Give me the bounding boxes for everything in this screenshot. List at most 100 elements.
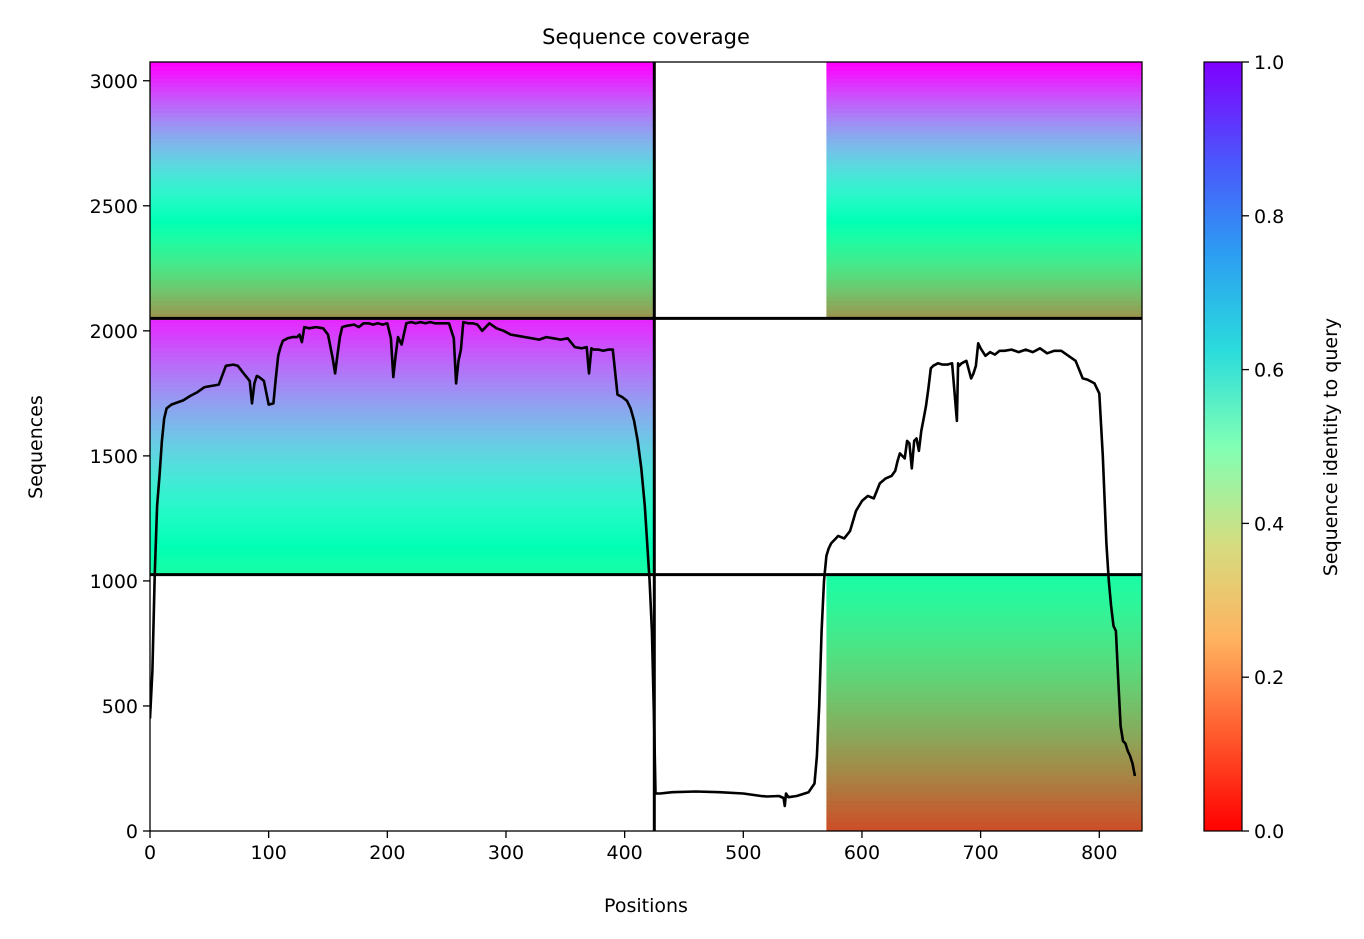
heatmap-band-1-29 — [150, 185, 655, 191]
heatmap-band-1-11 — [150, 109, 655, 114]
heatmap-band-2-50 — [826, 275, 1142, 281]
heatmap-band-0-32 — [150, 455, 655, 460]
heatmap-band-3-44 — [826, 762, 1142, 768]
heatmap-band-2-40 — [826, 232, 1142, 238]
heatmap-band-3-8 — [826, 608, 1142, 614]
heatmap-band-0-52 — [150, 540, 655, 546]
heatmap-band-0-43 — [150, 502, 655, 507]
heatmap-band-1-56 — [150, 301, 655, 307]
heatmap-band-1-41 — [150, 237, 655, 243]
heatmap-band-1-7 — [150, 91, 655, 97]
heatmap-band-0-26 — [150, 429, 655, 435]
heatmap-band-2-24 — [826, 164, 1142, 170]
heatmap-band-0-48 — [150, 523, 655, 529]
heatmap-band-2-34 — [826, 207, 1142, 213]
heatmap-band-3-39 — [826, 741, 1142, 747]
heatmap-band-0-16 — [150, 386, 655, 392]
heatmap-band-0-17 — [150, 391, 655, 396]
heatmap-band-0-54 — [150, 549, 655, 554]
x-tick-label: 500 — [725, 842, 761, 864]
heatmap-band-0-6 — [150, 344, 655, 349]
heatmap-band-3-22 — [826, 668, 1142, 674]
heatmap-band-2-37 — [826, 220, 1142, 225]
heatmap-band-0-53 — [150, 544, 655, 550]
heatmap-band-3-48 — [826, 779, 1142, 785]
heatmap-band-1-24 — [150, 164, 655, 170]
heatmap-band-1-25 — [150, 168, 655, 174]
heatmap-band-1-33 — [150, 203, 655, 208]
heatmap-band-2-33 — [826, 203, 1142, 208]
heatmap-band-2-7 — [826, 91, 1142, 97]
heatmap-band-2-43 — [826, 245, 1142, 251]
heatmap-band-1-53 — [150, 288, 655, 294]
heatmap-band-3-42 — [826, 754, 1142, 759]
heatmap-band-3-24 — [826, 677, 1142, 683]
heatmap-band-1-4 — [150, 79, 655, 84]
y-axis-ticks: 0 500 1000 1500 2000 2500 3000 — [90, 71, 150, 843]
heatmap-band-2-19 — [826, 143, 1142, 149]
heatmap-band-1-17 — [150, 134, 655, 140]
heatmap-band-3-35 — [826, 724, 1142, 730]
heatmap-band-3-47 — [826, 775, 1142, 781]
heatmap-band-3-1 — [826, 578, 1142, 584]
heatmap-band-3-4 — [826, 591, 1142, 597]
y-tick-label: 1500 — [90, 446, 138, 468]
x-tick-label: 400 — [607, 842, 643, 864]
heatmap-band-1-1 — [150, 66, 655, 72]
heatmap-band-0-22 — [150, 412, 655, 418]
heatmap-band-3-30 — [826, 702, 1142, 708]
heatmap-band-0-33 — [150, 459, 655, 465]
heatmap-band-1-59 — [150, 314, 655, 319]
heatmap-band-1-15 — [150, 126, 655, 131]
heatmap-band-2-13 — [826, 117, 1142, 123]
y-tick-label: 2500 — [90, 196, 138, 218]
heatmap-band-3-54 — [826, 805, 1142, 811]
heatmap-band-0-12 — [150, 369, 655, 375]
heatmap-band-0-19 — [150, 399, 655, 405]
heatmap-band-3-0 — [826, 574, 1142, 580]
heatmap-band-0-23 — [150, 416, 655, 422]
heatmap-band-0-59 — [150, 570, 655, 576]
heatmap-band-1-2 — [150, 70, 655, 76]
heatmap-band-1-43 — [150, 245, 655, 251]
plot-frame — [149, 61, 1143, 832]
heatmap-band-2-51 — [826, 279, 1142, 285]
heatmap-band-2-26 — [826, 173, 1142, 178]
heatmap-band-2-20 — [826, 147, 1142, 153]
heatmap-band-0-49 — [150, 527, 655, 533]
heatmap-band-2-11 — [826, 109, 1142, 114]
heatmap-band-1-36 — [150, 215, 655, 221]
heatmap-band-3-31 — [826, 707, 1142, 712]
heatmap-band-0-51 — [150, 536, 655, 542]
heatmap-band-0-9 — [150, 356, 655, 362]
colorbar-label: Sequence identity to query — [1320, 318, 1342, 576]
heatmap-band-2-29 — [826, 185, 1142, 191]
heatmap-band-2-59 — [826, 314, 1142, 319]
x-tick-label: 200 — [369, 842, 405, 864]
heatmap-band-2-3 — [826, 74, 1142, 80]
heatmap-band-0-50 — [150, 531, 655, 537]
heatmap-band-0-47 — [150, 519, 655, 524]
y-tick-label: 2000 — [90, 321, 138, 343]
heatmap-band-3-12 — [826, 625, 1142, 631]
heatmap-band-3-13 — [826, 630, 1142, 636]
heatmap-band-2-0 — [826, 62, 1142, 67]
heatmap-band-3-43 — [826, 758, 1142, 764]
heatmap-band-0-3 — [150, 331, 655, 337]
colorbar-tick-label: 0.2 — [1254, 667, 1284, 689]
heatmap-band-2-39 — [826, 228, 1142, 234]
heatmap-band-2-52 — [826, 284, 1142, 290]
heatmap-band-2-41 — [826, 237, 1142, 243]
heatmap-band-3-15 — [826, 638, 1142, 644]
colorbar-tick-label: 0.8 — [1254, 206, 1284, 228]
heatmap-band-0-29 — [150, 442, 655, 448]
x-tick-label: 700 — [962, 842, 998, 864]
heatmap-band-2-48 — [826, 267, 1142, 272]
heatmap-band-1-23 — [150, 160, 655, 166]
colorbar-tick-label: 0.4 — [1254, 513, 1284, 535]
heatmap-band-2-17 — [826, 134, 1142, 140]
x-tick-label: 0 — [144, 842, 156, 864]
heatmap-band-2-32 — [826, 198, 1142, 204]
heatmap-band-2-23 — [826, 160, 1142, 166]
heatmap-band-2-4 — [826, 79, 1142, 84]
